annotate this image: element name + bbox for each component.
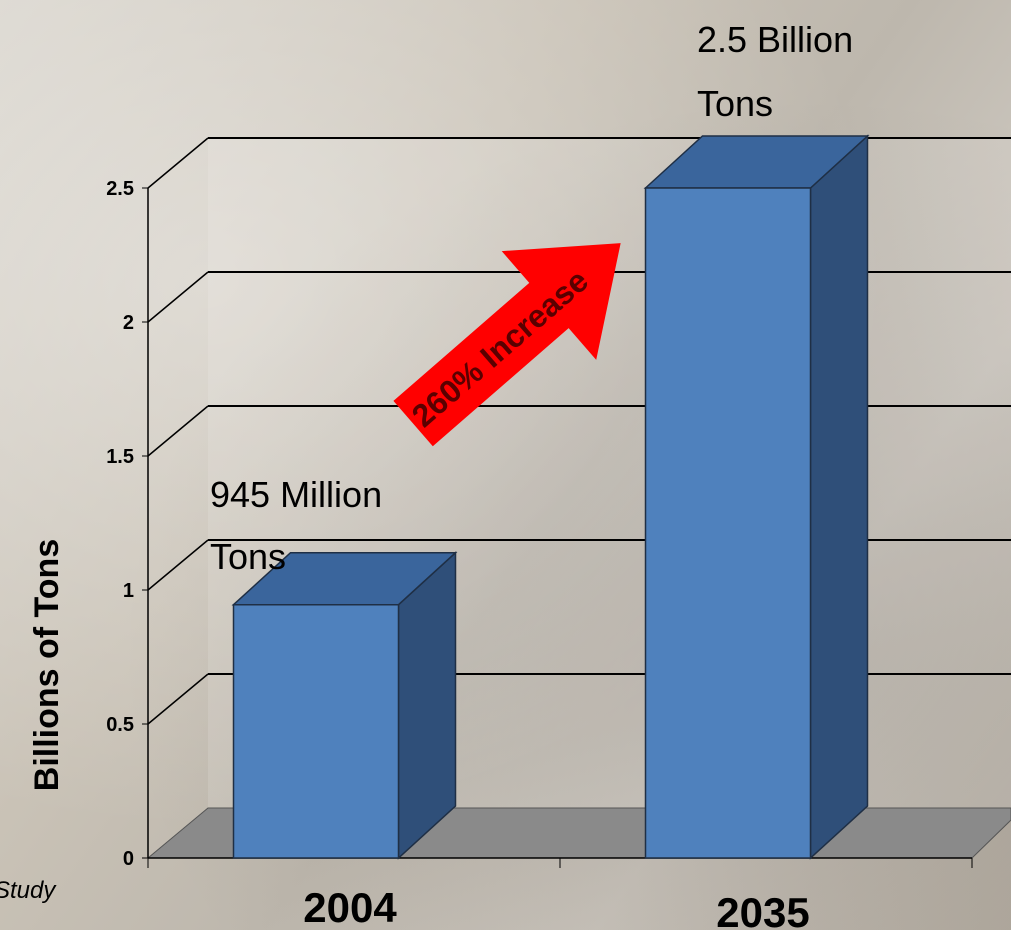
y-axis-label: Billions of Tons bbox=[28, 539, 66, 791]
bar-front-face bbox=[232, 603, 400, 859]
y-tick-label: 2.5 bbox=[106, 178, 134, 200]
y-tick-label: 1 bbox=[123, 580, 134, 602]
annotation-2004-line2: Tons bbox=[210, 536, 286, 577]
bar-side-face bbox=[397, 551, 457, 860]
bar-front-face bbox=[644, 187, 812, 859]
bar-2004 bbox=[231, 551, 458, 860]
category-label-2004: 2004 bbox=[303, 884, 397, 930]
category-label-2035: 2035 bbox=[716, 889, 809, 930]
annotation-2004-line1: 945 Million bbox=[210, 474, 382, 515]
arrow-shape bbox=[393, 243, 621, 447]
source-note: Study bbox=[0, 877, 57, 904]
annotation-2004: 945 Million Tons bbox=[210, 474, 392, 577]
gridline-side bbox=[147, 673, 209, 725]
y-tick-label: 1.5 bbox=[106, 446, 134, 468]
gridlines bbox=[147, 137, 1011, 725]
bar-2035 bbox=[643, 134, 870, 860]
bar-side-face bbox=[809, 134, 869, 860]
gridline-side bbox=[147, 405, 209, 457]
gridline-side bbox=[147, 271, 209, 323]
gridline-side bbox=[147, 539, 209, 591]
y-tick-labels: 0 0.5 1 1.5 2 2.5 bbox=[106, 178, 148, 870]
gridline-side bbox=[147, 137, 209, 189]
annotation-2035-line2: Tons bbox=[697, 83, 773, 124]
annotation-2035-line1: 2.5 Billion bbox=[697, 19, 853, 60]
y-tick-label: 2 bbox=[123, 312, 134, 334]
annotation-2035: 2.5 Billion Tons bbox=[697, 19, 863, 124]
bars bbox=[231, 134, 870, 860]
y-tick-label: 0.5 bbox=[106, 714, 134, 736]
y-tick-label: 0 bbox=[123, 848, 134, 870]
